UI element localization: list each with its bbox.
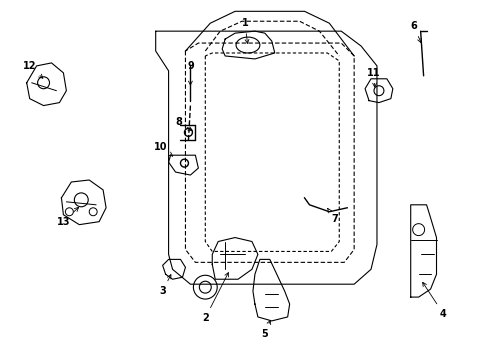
Text: 12: 12 xyxy=(23,61,43,78)
Text: 9: 9 xyxy=(187,61,193,85)
Text: 6: 6 xyxy=(409,21,420,42)
Text: 3: 3 xyxy=(159,275,170,296)
Text: 5: 5 xyxy=(261,320,270,339)
Text: 13: 13 xyxy=(57,207,79,227)
Text: 8: 8 xyxy=(175,117,192,130)
Text: 2: 2 xyxy=(202,273,228,323)
Text: 10: 10 xyxy=(154,142,172,156)
Text: 1: 1 xyxy=(241,18,248,43)
Text: 11: 11 xyxy=(366,68,380,87)
Text: 4: 4 xyxy=(422,282,446,319)
Text: 7: 7 xyxy=(327,208,337,224)
